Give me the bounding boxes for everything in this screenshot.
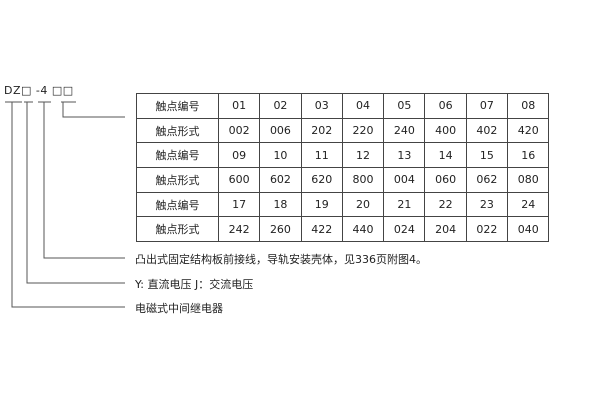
table-cell: 21 <box>383 191 426 218</box>
table-cell: 11 <box>300 142 343 169</box>
table-cell: 024 <box>383 216 426 243</box>
table-cell: 17 <box>217 191 261 218</box>
table-cell: 620 <box>300 167 343 193</box>
table-cell: 04 <box>341 93 385 119</box>
row-label: 触点形式 <box>136 216 219 243</box>
note-relay-type: 电磁式中间继电器 <box>135 302 223 315</box>
note-voltage: Y: 直流电压 J：交流电压 <box>135 278 254 291</box>
table-cell: 080 <box>507 167 550 193</box>
row-label: 触点形式 <box>136 117 219 144</box>
table-cell: 05 <box>383 93 426 119</box>
table-cell: 402 <box>465 117 509 144</box>
table-cell: 22 <box>424 191 467 218</box>
table-cell: 800 <box>341 167 385 193</box>
table-cell: 06 <box>424 93 467 119</box>
table-cell: 602 <box>259 167 302 193</box>
row-label: 触点编号 <box>136 142 219 169</box>
table-cell: 02 <box>259 93 302 119</box>
table-cell: 09 <box>217 142 261 169</box>
table-row: 触点编号 09 10 11 12 13 14 15 16 <box>136 142 550 169</box>
table-row: 触点形式 242 260 422 440 024 204 022 040 <box>136 216 550 243</box>
table-cell: 23 <box>465 191 509 218</box>
table-cell: 01 <box>217 93 261 119</box>
table-cell: 220 <box>341 117 385 144</box>
table-cell: 022 <box>465 216 509 243</box>
table-cell: 08 <box>507 93 550 119</box>
table-cell: 060 <box>424 167 467 193</box>
table-row: 触点编号 17 18 19 20 21 22 23 24 <box>136 191 550 218</box>
table-cell: 19 <box>300 191 343 218</box>
table-cell: 202 <box>300 117 343 144</box>
table-cell: 006 <box>259 117 302 144</box>
table-row: 触点形式 600 602 620 800 004 060 062 080 <box>136 167 550 193</box>
table-cell: 24 <box>507 191 550 218</box>
table-cell: 204 <box>424 216 467 243</box>
table-cell: 18 <box>259 191 302 218</box>
table-cell: 260 <box>259 216 302 243</box>
table-cell: 07 <box>465 93 509 119</box>
table-cell: 14 <box>424 142 467 169</box>
table-cell: 600 <box>217 167 261 193</box>
table-cell: 422 <box>300 216 343 243</box>
table-cell: 242 <box>217 216 261 243</box>
table-cell: 420 <box>507 117 550 144</box>
table-row: 触点形式 002 006 202 220 240 400 402 420 <box>136 117 550 144</box>
table-cell: 004 <box>383 167 426 193</box>
contact-table: 触点编号 01 02 03 04 05 06 07 08 触点形式 002 006 202 220 240 4… <box>136 93 550 243</box>
table-cell: 13 <box>383 142 426 169</box>
table-cell: 12 <box>341 142 385 169</box>
table-cell: 16 <box>507 142 550 169</box>
table-cell: 10 <box>259 142 302 169</box>
table-cell: 062 <box>465 167 509 193</box>
table-cell: 240 <box>383 117 426 144</box>
table-cell: 03 <box>300 93 343 119</box>
note-structure: 凸出式固定结构板前接线，导轨安装壳体，见336页附图4。 <box>135 253 427 266</box>
row-label: 触点编号 <box>136 93 219 119</box>
row-label: 触点形式 <box>136 167 219 193</box>
table-row: 触点编号 01 02 03 04 05 06 07 08 <box>136 93 550 119</box>
table-cell: 040 <box>507 216 550 243</box>
table-cell: 002 <box>217 117 261 144</box>
table-cell: 20 <box>341 191 385 218</box>
row-label: 触点编号 <box>136 191 219 218</box>
model-code: DZ□ -4 □□ <box>4 84 74 97</box>
table-cell: 15 <box>465 142 509 169</box>
table-cell: 440 <box>341 216 385 243</box>
table-cell: 400 <box>424 117 467 144</box>
